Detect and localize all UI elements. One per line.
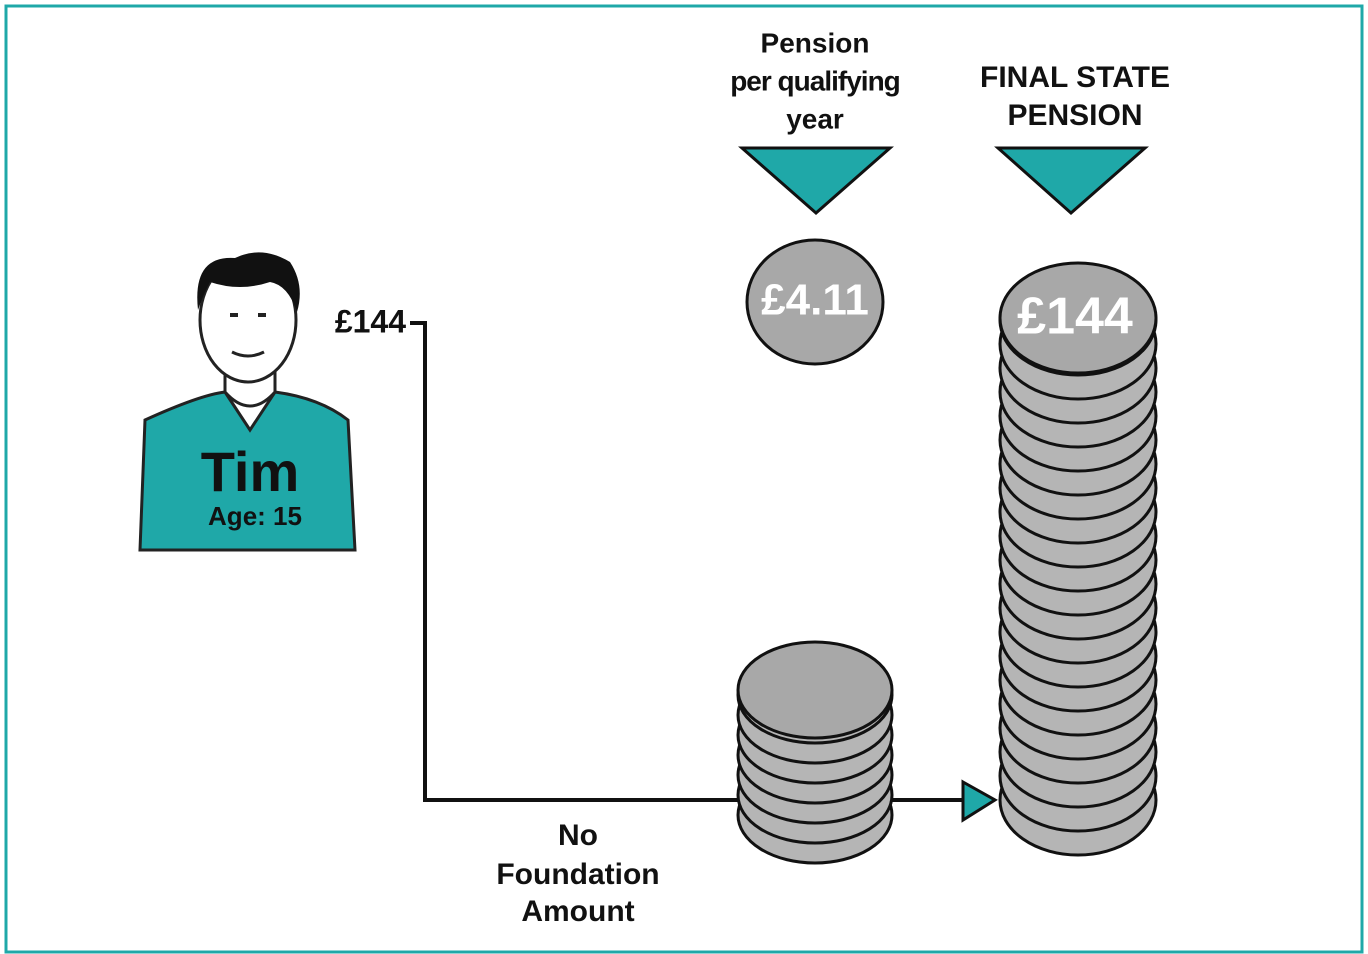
heading: FINAL STATE [980, 61, 1170, 94]
heading: Pension [761, 27, 870, 58]
person-age: Age: 15 [208, 501, 302, 531]
coin-label: £144 [1017, 288, 1133, 346]
heading: per qualifying [730, 65, 900, 96]
foundation-label: No [558, 819, 598, 852]
diagram: Tim Age: 15 £144 No Foundation Amount Pe… [0, 0, 1368, 954]
heading: year [786, 103, 844, 134]
foundation-label: Foundation [496, 858, 659, 891]
foundation-label: Amount [521, 895, 634, 928]
coin-top [738, 642, 892, 738]
coin-label: £4.11 [761, 276, 869, 325]
page: Tim Age: 15 £144 No Foundation Amount Pe… [0, 0, 1368, 954]
axis-label: £144 [335, 303, 406, 339]
person-name: Tim [201, 440, 300, 503]
heading: PENSION [1007, 99, 1142, 132]
